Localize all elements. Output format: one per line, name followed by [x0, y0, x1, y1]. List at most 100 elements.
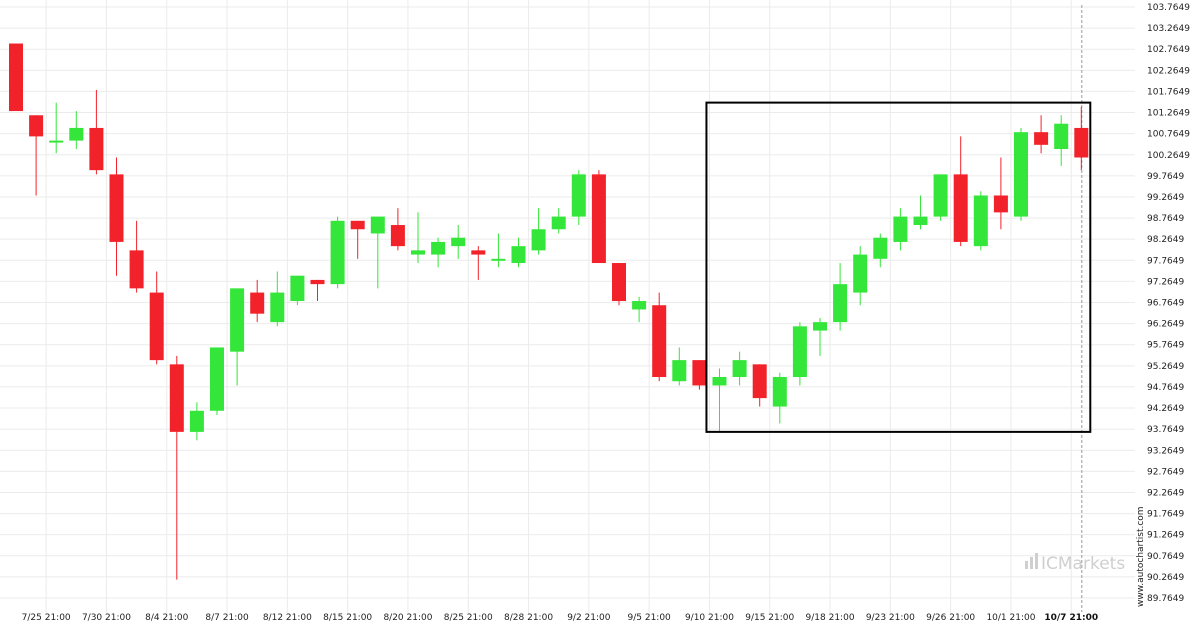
y-tick-label: 103.7649 — [1147, 3, 1190, 13]
candle-body — [431, 241, 446, 255]
candle-body — [752, 364, 767, 399]
y-tick-label: 92.7649 — [1147, 467, 1184, 477]
candle — [953, 136, 968, 247]
y-tick-label: 97.2649 — [1147, 277, 1184, 287]
y-tick-label: 102.7649 — [1147, 45, 1190, 55]
candles — [9, 43, 1089, 580]
candle — [692, 360, 707, 390]
candle — [551, 208, 566, 234]
candle — [491, 233, 506, 268]
y-tick-label: 94.7649 — [1147, 383, 1184, 393]
y-tick-label: 102.2649 — [1147, 66, 1190, 76]
candle — [1014, 127, 1028, 221]
candle — [451, 225, 466, 259]
candle-body — [189, 410, 204, 432]
candle — [993, 157, 1008, 230]
candle-body — [149, 292, 164, 361]
candle-body — [49, 140, 64, 143]
candle — [390, 208, 405, 251]
x-tick-label: 8/4 21:00 — [145, 613, 189, 623]
logo-bar-1 — [1025, 561, 1028, 569]
y-axis-tick-labels: 103.7649 103.2649 102.7649 102.2649 101.7649… — [1147, 3, 1190, 604]
x-tick-label: 9/5 21:00 — [628, 613, 672, 623]
candle-body — [953, 174, 968, 242]
y-tick-label: 91.7649 — [1147, 510, 1184, 520]
candle — [813, 317, 827, 356]
candle-body — [652, 305, 667, 378]
candle — [1074, 106, 1089, 171]
candle — [210, 347, 224, 415]
candle — [672, 347, 687, 386]
y-tick-label: 97.7649 — [1147, 256, 1184, 266]
candle — [370, 216, 385, 289]
y-tick-label: 95.7649 — [1147, 341, 1184, 351]
candle — [1034, 115, 1049, 154]
x-tick-label: 9/26 21:00 — [926, 613, 975, 623]
candle — [9, 43, 23, 112]
y-tick-label: 93.7649 — [1147, 425, 1184, 435]
x-axis-tick-labels: 7/25 21:00 7/30 21:00 8/4 21:00 8/7 21:00 8/… — [22, 613, 1099, 623]
candle — [250, 279, 265, 323]
candle-body — [290, 275, 305, 302]
candle-body — [913, 216, 928, 226]
candle-body — [491, 258, 506, 261]
candle — [732, 351, 747, 386]
y-tick-label: 89.7649 — [1147, 594, 1184, 604]
candle — [89, 89, 104, 175]
candle-body — [370, 216, 385, 234]
candle-body — [411, 250, 425, 255]
candle — [189, 402, 204, 441]
candle — [973, 191, 988, 251]
candle — [511, 237, 526, 268]
candle-body — [853, 254, 868, 293]
candle-body — [29, 115, 44, 137]
y-tick-label: 101.7649 — [1147, 87, 1190, 97]
candle — [270, 271, 285, 327]
candle — [471, 246, 486, 280]
x-tick-label: 9/15 21:00 — [745, 613, 794, 623]
candle-body — [893, 216, 908, 242]
candle — [29, 115, 44, 196]
candle-body — [612, 263, 626, 302]
candle — [893, 208, 908, 251]
candle-body — [9, 43, 23, 112]
candle — [49, 102, 64, 154]
candle — [169, 355, 184, 580]
y-tick-label: 90.2649 — [1147, 573, 1184, 583]
candle-body — [451, 237, 466, 247]
y-tick-label: 93.2649 — [1147, 446, 1184, 456]
candle-body — [250, 292, 265, 314]
candle-body — [129, 250, 144, 289]
x-tick-label: 10/1 21:00 — [986, 613, 1035, 623]
y-tick-label: 99.2649 — [1147, 193, 1184, 203]
candle — [792, 322, 807, 386]
y-tick-label: 96.7649 — [1147, 299, 1184, 309]
x-tick-label: 8/12 21:00 — [263, 613, 312, 623]
candle-body — [230, 288, 245, 352]
candle — [833, 263, 848, 331]
logo-bar-2 — [1030, 557, 1033, 569]
candle — [411, 212, 425, 264]
candle — [330, 216, 345, 289]
candle-body — [732, 360, 747, 378]
candle — [109, 157, 124, 276]
candle-body — [672, 360, 687, 382]
candle-body — [1074, 127, 1089, 158]
candle-body — [109, 174, 124, 242]
x-tick-label: 8/20 21:00 — [383, 613, 432, 623]
x-tick-label: 8/28 21:00 — [504, 613, 553, 623]
candle-body — [632, 301, 647, 310]
candle-body — [833, 284, 848, 323]
candle — [652, 292, 667, 382]
x-tick-label: 10/7 21:00 — [1044, 613, 1098, 623]
candle — [772, 372, 787, 424]
candle-body — [551, 216, 566, 230]
candle-body — [169, 364, 184, 432]
x-tick-label: 9/10 21:00 — [685, 613, 734, 623]
candle-body — [993, 195, 1008, 213]
candle — [350, 220, 365, 259]
candle-body — [310, 279, 325, 285]
candle — [310, 279, 325, 302]
candle — [1054, 115, 1069, 166]
x-tick-label: 8/15 21:00 — [323, 613, 372, 623]
